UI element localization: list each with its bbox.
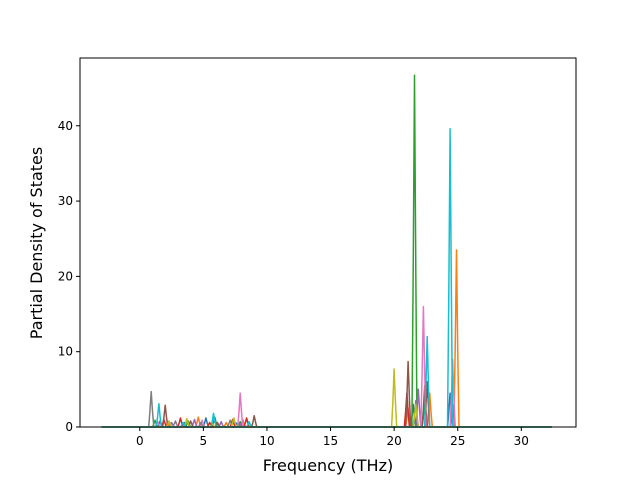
- x-tick-label: 25: [450, 434, 465, 448]
- x-tick-label: 30: [514, 434, 529, 448]
- x-tick-label: 0: [136, 434, 144, 448]
- pdos-series-line-2: [101, 249, 552, 428]
- y-tick-label: 30: [58, 194, 73, 208]
- x-tick-label: 5: [200, 434, 208, 448]
- pdos-series-line-10: [101, 128, 552, 428]
- axes-frame: [79, 57, 577, 428]
- y-tick-label: 40: [58, 119, 73, 133]
- x-tick-label: 10: [259, 434, 274, 448]
- pdos-series-line-7: [101, 305, 552, 428]
- x-axis-label: Frequency (THz): [263, 456, 393, 475]
- x-axis-ticks: 0 5 10 15 20 25 30: [136, 427, 529, 448]
- y-axis-label: Partial Density of States: [27, 147, 46, 339]
- x-tick-label: 20: [386, 434, 401, 448]
- pdos-series-line-4: [101, 381, 552, 428]
- pdos-series-line-9: [101, 368, 552, 428]
- pdos-series-line-6: [101, 360, 552, 428]
- y-axis-ticks: 0 10 20 30 40: [58, 119, 80, 434]
- y-tick-label: 10: [58, 345, 73, 359]
- x-tick-label: 15: [323, 434, 338, 448]
- y-tick-label: 0: [65, 420, 73, 434]
- y-tick-label: 20: [58, 269, 73, 283]
- pdos-series-line-3: [101, 74, 552, 428]
- plot-lines: [101, 74, 552, 428]
